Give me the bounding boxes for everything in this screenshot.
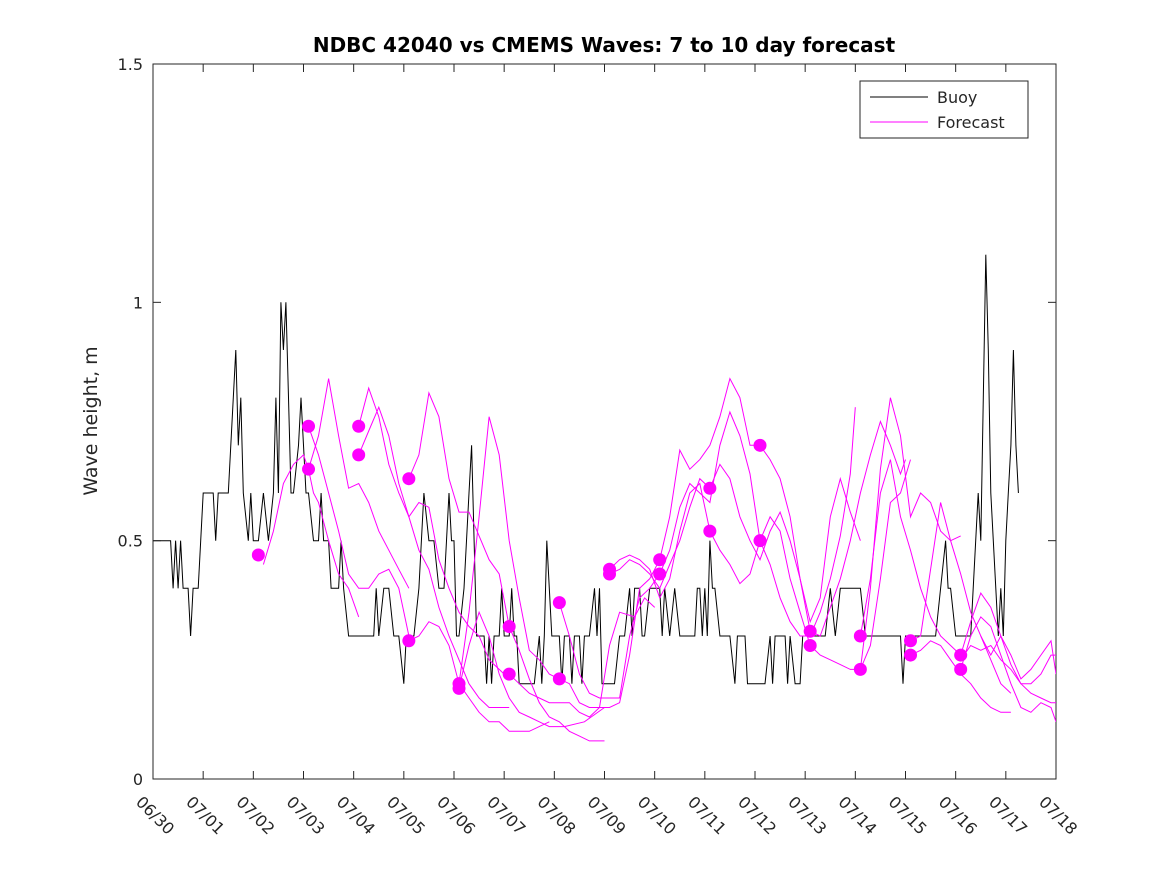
series-forecast-line-2 [308, 378, 410, 589]
y-tick-label: 0.5 [118, 532, 143, 551]
forecast-start-marker [251, 548, 265, 562]
legend: Buoy Forecast [859, 80, 1029, 139]
series-forecast-line-17 [659, 410, 761, 575]
forecast-start-marker [552, 596, 566, 610]
series-forecast-line-29 [960, 616, 1056, 722]
legend-label-forecast: Forecast [937, 113, 1005, 132]
forecast-start-marker [452, 681, 466, 695]
legend-label-buoy: Buoy [937, 88, 977, 107]
forecast-start-marker [753, 534, 767, 548]
forecast-start-marker [502, 667, 516, 681]
forecast-start-marker [954, 648, 968, 662]
forecast-start-marker [302, 419, 316, 433]
series-forecast-line-18 [709, 463, 811, 632]
series-forecast-line-16 [659, 377, 760, 560]
forecast-start-marker [603, 567, 617, 581]
forecast-start-marker [853, 662, 867, 676]
series-forecast-line-11 [508, 597, 656, 718]
series-forecast-line-28 [960, 592, 1056, 685]
series-forecast-line-8 [458, 416, 560, 684]
forecast-start-marker [753, 438, 767, 452]
series-forecast-line-4 [358, 386, 505, 675]
forecast-start-marker [653, 553, 667, 567]
series-forecast-line-24 [859, 459, 962, 656]
series-forecast-line-1 [262, 454, 360, 618]
forecast-start-marker [703, 524, 717, 538]
y-axis-label: Wave height, m [80, 346, 102, 495]
y-tick-label: 0 [133, 770, 143, 789]
forecast-start-marker [302, 462, 316, 476]
forecast-start-marker [853, 629, 867, 643]
forecast-start-marker [803, 639, 817, 653]
forecast-start-marker [653, 567, 667, 581]
series-forecast-line-6 [408, 391, 510, 627]
series-forecast-line-12 [558, 573, 661, 699]
series-forecast-line-31 [980, 634, 1056, 680]
series-forecast-line-20 [759, 445, 861, 624]
chart-title: NDBC 42040 vs CMEMS Waves: 7 to 10 day f… [313, 33, 896, 57]
series-forecast-line-14 [609, 482, 711, 600]
forecast-start-marker [904, 634, 918, 648]
forecast-start-marker [352, 419, 366, 433]
y-tick-label: 1 [133, 293, 143, 312]
series-forecast-line-15 [609, 477, 711, 590]
forecast-start-marker [402, 634, 416, 648]
forecast-start-marker [552, 672, 566, 686]
y-tick-label: 1.5 [118, 55, 143, 74]
series-forecast-line-5 [358, 405, 510, 708]
series-forecast-line-30 [960, 644, 1056, 704]
series-forecast-line-25 [859, 397, 961, 670]
plot-area [153, 254, 1056, 742]
forecast-start-marker [803, 624, 817, 638]
forecast-start-marker [502, 619, 516, 633]
series-forecast-line-7 [408, 621, 550, 732]
forecast-start-marker [703, 481, 717, 495]
series-buoy-line [153, 254, 1019, 685]
forecast-start-marker [904, 648, 918, 662]
series-forecast-line-13 [559, 559, 661, 708]
forecast-start-marker [954, 662, 968, 676]
forecast-start-marker [402, 472, 416, 486]
legend-box [859, 80, 1029, 139]
series-forecast-line-22 [809, 420, 906, 637]
forecast-start-marker [352, 448, 366, 462]
series-forecast-line-3 [308, 426, 410, 637]
series-forecast-line-10 [508, 626, 605, 742]
series-forecast-line-26 [910, 502, 1012, 694]
